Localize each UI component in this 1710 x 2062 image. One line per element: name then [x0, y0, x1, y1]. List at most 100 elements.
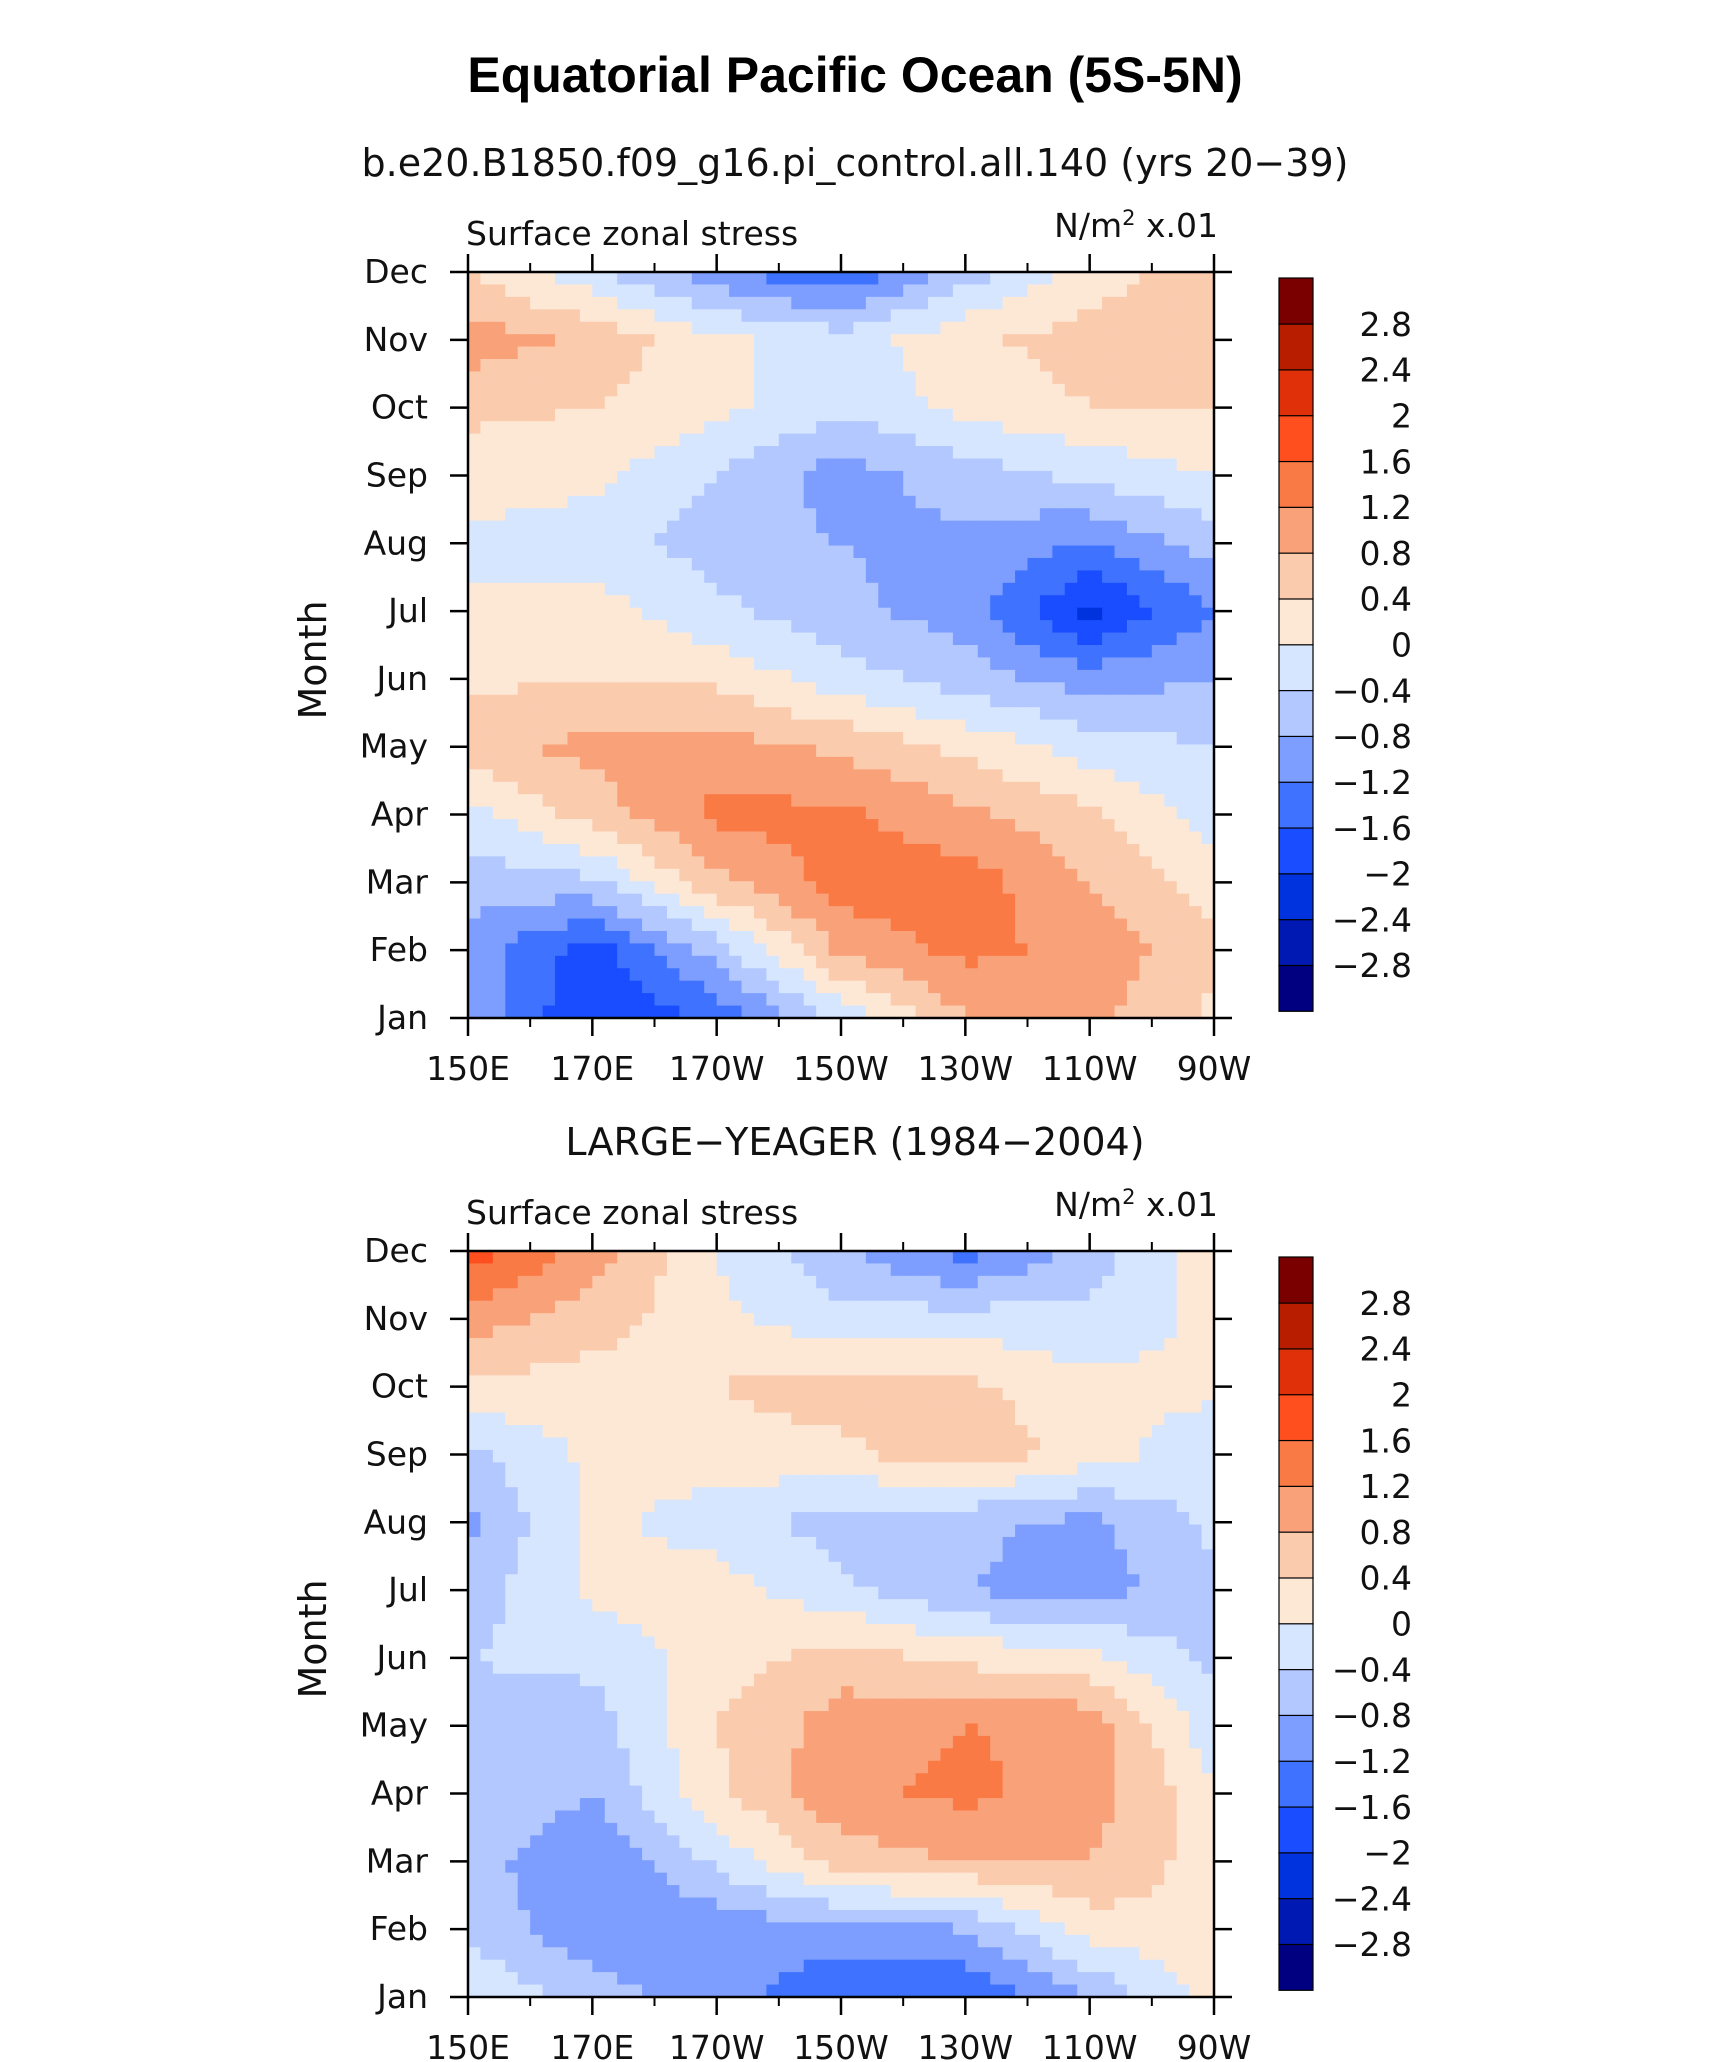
heatmap-cell — [990, 470, 1004, 484]
heatmap-cell — [1102, 309, 1116, 323]
heatmap-cell — [791, 1400, 805, 1414]
heatmap-cell — [492, 607, 506, 621]
heatmap-cell — [1176, 856, 1190, 870]
heatmap-cell — [1015, 1275, 1029, 1289]
heatmap-cell — [579, 856, 593, 870]
heatmap-cell — [592, 868, 606, 882]
heatmap-cell — [1039, 620, 1053, 634]
heatmap-cell — [965, 1499, 979, 1513]
heatmap-cell — [1201, 694, 1215, 708]
heatmap-cell — [592, 346, 606, 360]
heatmap-cell — [928, 1300, 942, 1314]
heatmap-cell — [915, 371, 929, 385]
heatmap-cell — [940, 732, 954, 746]
heatmap-cell — [990, 980, 1004, 994]
heatmap-cell — [878, 1437, 892, 1451]
heatmap-cell — [741, 1512, 755, 1526]
heatmap-cell — [853, 756, 867, 770]
heatmap-cell — [753, 582, 767, 596]
heatmap-cell — [778, 446, 792, 460]
heatmap-cell — [704, 918, 718, 932]
heatmap-cell — [1064, 1263, 1078, 1277]
heatmap-cell — [654, 545, 668, 559]
heatmap-cell — [642, 1474, 656, 1488]
heatmap-cell — [1151, 1263, 1165, 1277]
heatmap-cell — [1114, 321, 1128, 335]
heatmap-cell — [977, 930, 991, 944]
heatmap-cell — [915, 881, 929, 895]
heatmap-cell — [629, 1487, 643, 1501]
heatmap-cell — [1002, 359, 1016, 373]
heatmap-cell — [977, 483, 991, 497]
heatmap-cell — [1102, 930, 1116, 944]
heatmap-cell — [952, 1499, 966, 1513]
heatmap-cell — [791, 383, 805, 397]
heatmap-cell — [555, 682, 569, 696]
heatmap-cell — [778, 433, 792, 447]
heatmap-cell — [654, 396, 668, 410]
heatmap-cell — [1015, 1487, 1029, 1501]
heatmap-cell — [1077, 893, 1091, 907]
heatmap-cell — [517, 533, 531, 547]
heatmap-cell — [977, 769, 991, 783]
heatmap-cell — [666, 769, 680, 783]
heatmap-cell — [778, 1449, 792, 1463]
heatmap-cell — [542, 707, 556, 721]
heatmap-cell — [1189, 707, 1203, 721]
heatmap-cell — [1151, 1005, 1165, 1019]
heatmap-cell — [505, 557, 519, 571]
heatmap-cell — [940, 744, 954, 758]
heatmap-cell — [1139, 433, 1153, 447]
heatmap-cell — [990, 458, 1004, 472]
heatmap-cell — [1164, 868, 1178, 882]
heatmap-cell — [704, 645, 718, 659]
heatmap-cell — [952, 570, 966, 584]
heatmap-cell — [555, 1251, 569, 1265]
heatmap-cell — [928, 495, 942, 509]
heatmap-cell — [567, 744, 581, 758]
heatmap-cell — [841, 769, 855, 783]
heatmap-cell — [1027, 1462, 1041, 1476]
heatmap-cell — [1015, 918, 1029, 932]
heatmap-cell — [1002, 607, 1016, 621]
heatmap-cell — [480, 968, 494, 982]
heatmap-cell — [1027, 272, 1041, 286]
heatmap-cell — [666, 694, 680, 708]
heatmap-cell — [579, 756, 593, 770]
heatmap-cell — [1102, 682, 1116, 696]
heatmap-cell — [567, 843, 581, 857]
heatmap-cell — [890, 769, 904, 783]
heatmap-cell — [592, 943, 606, 957]
heatmap-cell — [903, 296, 917, 310]
heatmap-cell — [1176, 545, 1190, 559]
heatmap-cell — [977, 557, 991, 571]
heatmap-cell — [666, 1449, 680, 1463]
heatmap-cell — [890, 1462, 904, 1476]
heatmap-cell — [1027, 383, 1041, 397]
heatmap-cell — [629, 483, 643, 497]
heatmap-cell — [617, 856, 631, 870]
heatmap-cell — [555, 1474, 569, 1488]
heatmap-cell — [642, 1512, 656, 1526]
heatmap-cell — [753, 1487, 767, 1501]
heatmap-cell — [1039, 495, 1053, 509]
heatmap-cell — [865, 359, 879, 373]
heatmap-cell — [1064, 719, 1078, 733]
heatmap-cell — [1064, 682, 1078, 696]
heatmap-cell — [629, 470, 643, 484]
heatmap-cell — [816, 694, 830, 708]
heatmap-cell — [928, 421, 942, 435]
heatmap-cell — [592, 843, 606, 857]
heatmap-cell — [642, 334, 656, 348]
heatmap-cell — [791, 645, 805, 659]
heatmap-cell — [965, 694, 979, 708]
heatmap-cell — [617, 930, 631, 944]
heatmap-cell — [1151, 719, 1165, 733]
heatmap-cell — [691, 508, 705, 522]
heatmap-cell — [542, 943, 556, 957]
heatmap-cell — [480, 1425, 494, 1439]
heatmap-cell — [952, 881, 966, 895]
heatmap-cell — [530, 433, 544, 447]
heatmap-cell — [940, 520, 954, 534]
heatmap-cell — [903, 334, 917, 348]
